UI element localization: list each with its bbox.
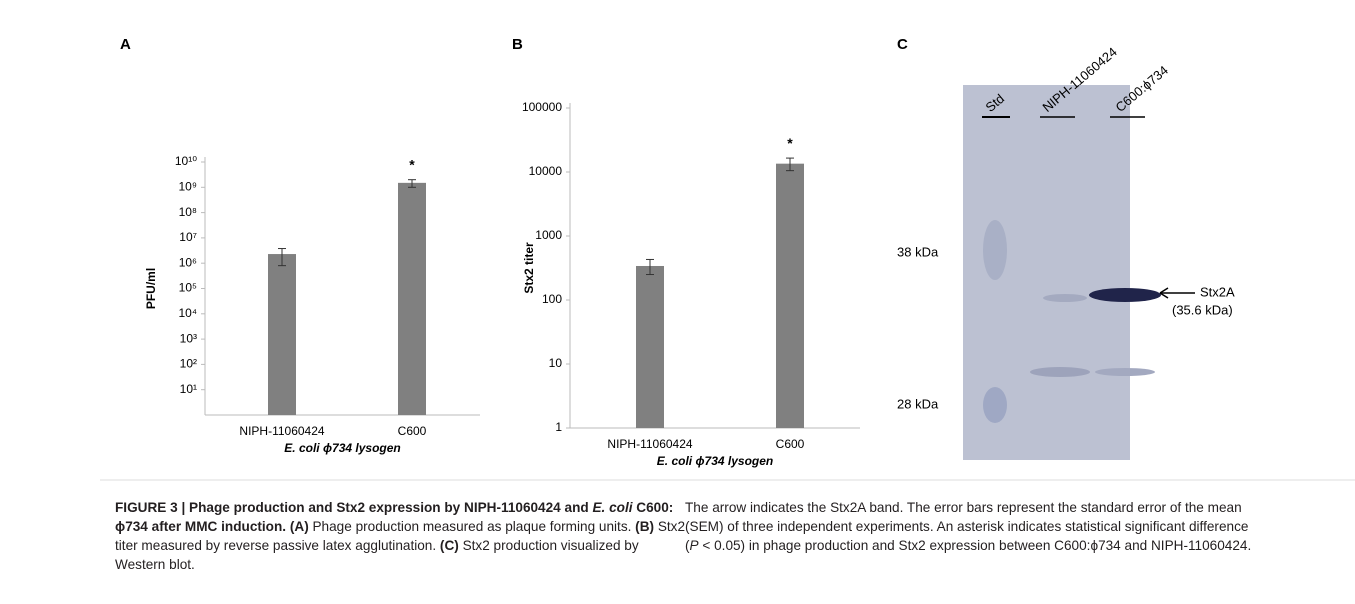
y-axis-label: PFU/ml [144,268,158,309]
x-axis-label: E. coli ϕ734 lysogen [657,454,773,468]
bar [636,265,664,428]
y-tick-label: 1000 [535,228,562,242]
y-tick-label: 1 [555,420,562,434]
significance-marker: * [409,156,415,172]
y-tick-label: 100 [542,292,562,306]
panel-letter: A [120,36,131,53]
y-tick-label: 10³ [180,331,197,345]
band-label: Stx2A [1200,284,1235,299]
band [1030,367,1090,377]
caption-text: Stx2 production visualized by Western bl… [115,538,639,572]
caption-text: (C) [439,538,459,553]
caption-text: < 0.05) in phage production and Stx2 exp… [698,538,1252,553]
y-tick-label: 10⁸ [179,205,197,219]
caption-text: Stx2 titer measured by reverse passive l… [115,519,686,553]
caption-text: C600: ϕ734 after MMC induction. [115,500,674,534]
x-tick-label: C600 [398,424,427,438]
y-tick-label: 100000 [522,100,562,114]
ladder-band [983,220,1007,280]
band [1095,368,1155,376]
x-tick-label: NIPH-11060424 [607,437,692,451]
caption-text: (A) [289,519,309,534]
y-tick-label: 10 [549,356,563,370]
marker-label: 28 kDa [897,396,939,411]
band [1043,294,1087,302]
significance-marker: * [787,135,793,151]
y-tick-label: 10⁵ [179,281,197,295]
y-tick-label: 10¹⁰ [175,154,197,168]
caption-right: The arrow indicates the Stx2A band. The … [685,498,1265,555]
panel-letter: B [512,36,523,53]
y-tick-label: 10⁶ [179,255,197,269]
ladder-band [983,387,1007,423]
x-tick-label: NIPH-11060424 [239,424,324,438]
y-tick-label: 10⁴ [178,306,197,320]
band [1089,288,1161,302]
band-size: (35.6 kDa) [1172,302,1233,317]
caption-text: The arrow indicates the Stx2A band. The … [685,500,1249,553]
y-tick-label: 10000 [529,164,563,178]
y-tick-label: 10¹ [180,382,197,396]
marker-label: 38 kDa [897,244,939,259]
y-tick-label: 10⁹ [179,179,198,193]
caption-text: (B) [635,519,655,534]
bar [776,163,804,429]
y-axis-label: Stx2 titer [522,242,536,294]
y-tick-label: 10⁷ [179,230,197,244]
caption-left: FIGURE 3 | Phage production and Stx2 exp… [115,498,690,574]
y-tick-label: 10² [180,357,197,371]
panel-letter: C [897,36,908,53]
arrow-head [1159,287,1169,299]
x-axis-label: E. coli ϕ734 lysogen [284,441,400,455]
caption-text: Phage production measured as plaque form… [308,519,636,534]
bar [398,182,426,415]
figure: C Std NIPH-11060424 C600:ϕ734 38 kDa 28 … [100,36,1355,481]
caption-text: E. coli [592,500,633,515]
x-tick-label: C600 [776,437,805,451]
bar [268,254,296,415]
caption-text: P [689,538,699,553]
caption-text: FIGURE 3 | Phage production and Stx2 exp… [115,500,593,515]
